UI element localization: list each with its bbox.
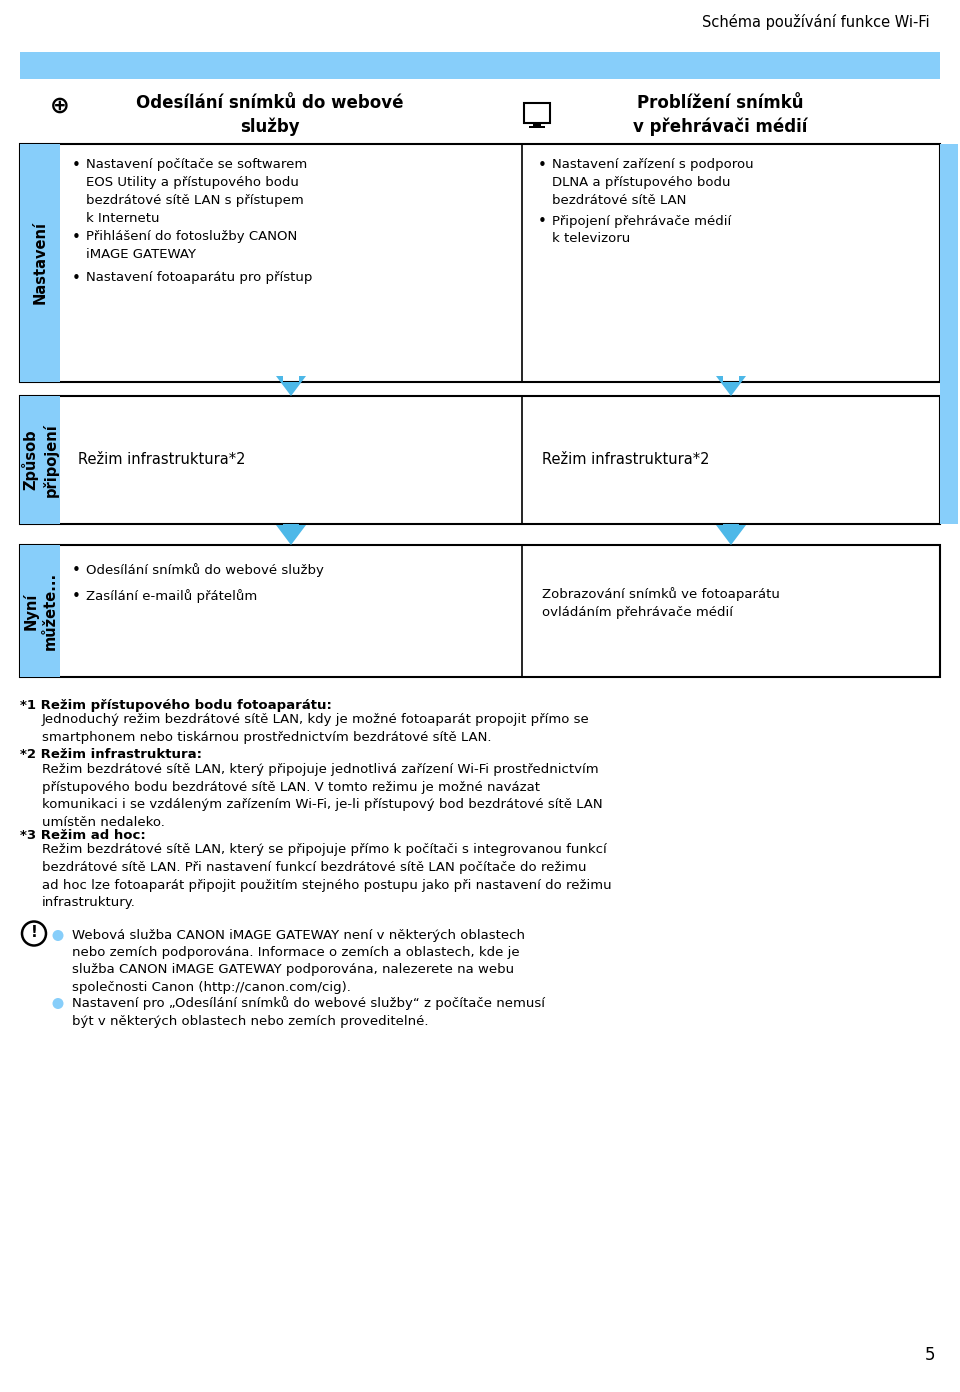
- Text: •: •: [72, 271, 81, 285]
- Text: •: •: [72, 589, 81, 604]
- Text: Schéma používání funkce Wi-Fi: Schéma používání funkce Wi-Fi: [703, 14, 930, 31]
- Text: Jednoduchý režim bezdrátové sítě LAN, kdy je možné fotoaparát propojit přímo se
: Jednoduchý režim bezdrátové sítě LAN, kd…: [42, 714, 589, 743]
- Text: •: •: [538, 159, 547, 173]
- Text: Nastavení počítače se softwarem
EOS Utility a přístupového bodu
bezdrátové sítě : Nastavení počítače se softwarem EOS Util…: [86, 159, 307, 226]
- Text: Nastavení: Nastavení: [33, 221, 47, 305]
- Text: Režim infrastruktura*2: Režim infrastruktura*2: [542, 452, 709, 468]
- Text: Nastavení zařízení s podporou
DLNA a přístupového bodu
bezdrátové sítě LAN: Nastavení zařízení s podporou DLNA a pří…: [552, 159, 754, 207]
- Circle shape: [53, 998, 63, 1009]
- Bar: [20, 395, 60, 523]
- Text: Odesílání snímků do webové služby: Odesílání snímků do webové služby: [86, 562, 324, 576]
- Bar: [529, 127, 545, 128]
- Bar: [20, 546, 940, 677]
- Text: •: •: [72, 159, 81, 173]
- Text: Odesílání snímků do webové
služby: Odesílání snímků do webové služby: [136, 95, 404, 136]
- FancyArrow shape: [276, 376, 306, 395]
- Text: •: •: [72, 562, 81, 578]
- Text: Režim bezdrátové sítě LAN, který připojuje jednotlivá zařízení Wi-Fi prostřednic: Režim bezdrátové sítě LAN, který připoju…: [42, 763, 603, 828]
- Bar: [20, 52, 940, 79]
- Text: *1 Režim přístupového bodu fotoaparátu:: *1 Režim přístupového bodu fotoaparátu:: [20, 699, 332, 711]
- Bar: [533, 122, 541, 127]
- Text: ⊕: ⊕: [50, 95, 70, 118]
- Text: *2 Režim infrastruktura:: *2 Režim infrastruktura:: [20, 749, 202, 761]
- Circle shape: [22, 922, 46, 945]
- Text: Připojení přehrávače médií
k televizoru: Připojení přehrávače médií k televizoru: [552, 214, 732, 245]
- FancyArrow shape: [716, 376, 746, 395]
- Text: Přihlášení do fotoslužby CANON
iMAGE GATEWAY: Přihlášení do fotoslužby CANON iMAGE GAT…: [86, 230, 298, 262]
- Text: •: •: [72, 230, 81, 245]
- Text: Zobrazování snímků ve fotoaparátu
ovládáním přehrávače médií: Zobrazování snímků ve fotoaparátu ovládá…: [542, 587, 780, 619]
- Bar: [20, 395, 940, 523]
- Text: *3 Režim ad hoc:: *3 Režim ad hoc:: [20, 830, 146, 842]
- Text: •: •: [538, 214, 547, 230]
- Text: Způsob
připojení: Způsob připojení: [21, 423, 59, 497]
- Text: !: !: [31, 926, 37, 940]
- Text: Režim infrastruktura*2: Režim infrastruktura*2: [78, 452, 246, 468]
- Bar: [20, 143, 940, 381]
- Text: Nastavení pro „Odesílání snímků do webové služby“ z počítače nemusí
být v někter: Nastavení pro „Odesílání snímků do webov…: [72, 997, 545, 1027]
- FancyBboxPatch shape: [524, 103, 550, 122]
- Text: Nyní
můžete...: Nyní můžete...: [23, 572, 58, 650]
- Circle shape: [53, 930, 63, 941]
- Bar: [20, 143, 60, 381]
- Bar: [20, 546, 60, 677]
- Text: Zasílání e-mailů přátelům: Zasílání e-mailů přátelům: [86, 589, 257, 603]
- Text: Webová služba CANON iMAGE GATEWAY není v některých oblastech
nebo zemích podporo: Webová služba CANON iMAGE GATEWAY není v…: [72, 928, 525, 994]
- FancyArrow shape: [716, 523, 746, 546]
- Text: Nastavení fotoaparátu pro přístup: Nastavení fotoaparátu pro přístup: [86, 271, 312, 284]
- Bar: [940, 143, 958, 523]
- Text: Problížení snímků
v přehrávači médií: Problížení snímků v přehrávači médií: [633, 95, 807, 136]
- Text: Režim bezdrátové sítě LAN, který se připojuje přímo k počítači s integrovanou fu: Režim bezdrátové sítě LAN, který se přip…: [42, 844, 612, 909]
- FancyArrow shape: [276, 523, 306, 546]
- Text: 5: 5: [924, 1346, 935, 1364]
